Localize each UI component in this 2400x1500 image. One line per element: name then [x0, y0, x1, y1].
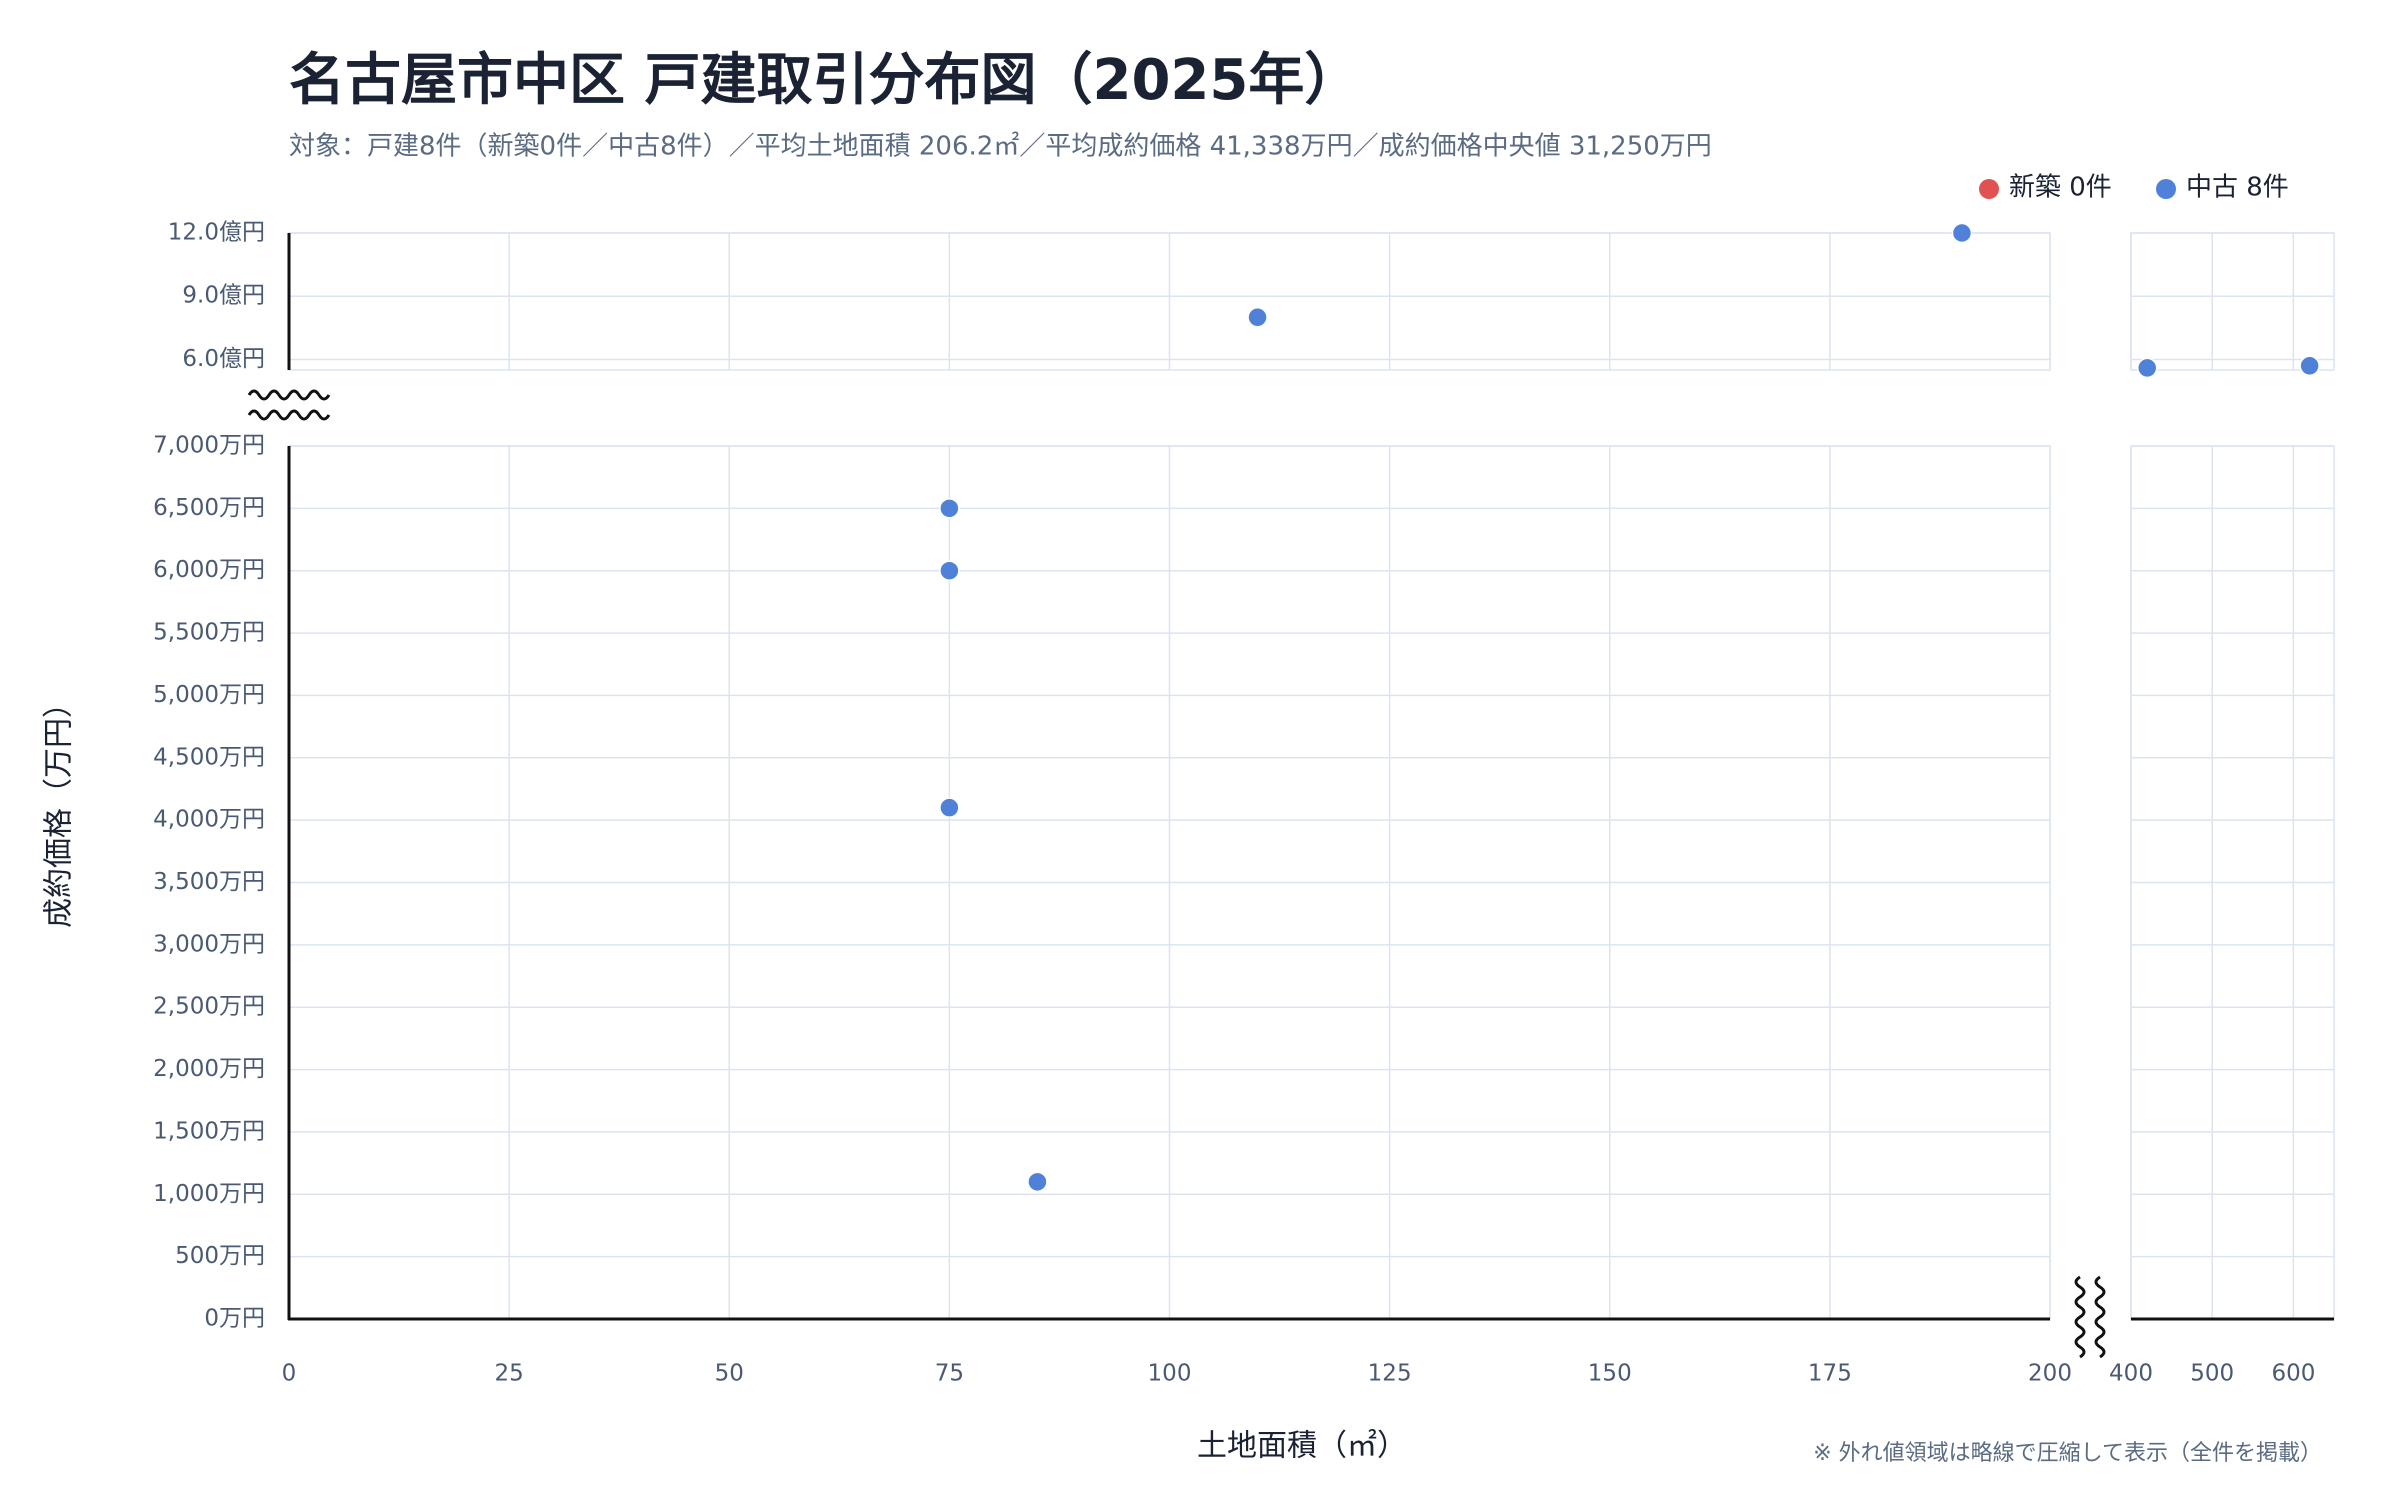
data-point — [2299, 355, 2320, 377]
x-axis-label: 土地面積（㎡） — [1197, 1429, 1407, 1464]
y-tick-label: 1,000万円 — [153, 1181, 265, 1207]
legend-label: 中古 8件 — [2186, 173, 2289, 203]
x-tick-label: 600 — [2271, 1361, 2315, 1387]
x-tick-label: 200 — [2028, 1361, 2072, 1387]
y-axis-label: 成約価格（万円） — [42, 688, 77, 928]
chart-subtitle: 対象：戸建8件（新築0件／中古8件）／平均土地面積 206.2㎡／平均成約価格 … — [289, 132, 1712, 162]
y-tick-label: 500万円 — [175, 1243, 265, 1269]
axis-break — [2094, 1275, 2106, 1359]
x-tick-label: 500 — [2190, 1361, 2234, 1387]
data-point — [939, 797, 960, 818]
legend-marker — [1979, 179, 1999, 199]
data-point — [2136, 357, 2158, 379]
chart-title: 名古屋市中区 戸建取引分布図（2025年） — [289, 48, 1360, 113]
y-tick-label: 3,000万円 — [153, 931, 265, 957]
data-point — [939, 498, 960, 519]
x-tick-label: 100 — [1148, 1361, 1192, 1387]
legend-marker — [2156, 179, 2176, 199]
y-tick-label: 5,000万円 — [153, 682, 265, 708]
data-point — [939, 560, 960, 581]
x-tick-label: 75 — [935, 1361, 964, 1387]
y-tick-label: 4,000万円 — [153, 807, 265, 833]
y-tick-label: 7,000万円 — [153, 433, 265, 459]
axis-break — [247, 409, 331, 421]
y-tick-label: 3,500万円 — [153, 869, 265, 895]
data-point — [1247, 307, 1268, 328]
x-tick-label: 400 — [2109, 1361, 2153, 1387]
x-tick-label: 25 — [494, 1361, 523, 1387]
y-tick-label: 4,500万円 — [153, 744, 265, 770]
x-tick-label: 175 — [1808, 1361, 1852, 1387]
x-tick-label: 125 — [1368, 1361, 1412, 1387]
data-point — [1027, 1171, 1048, 1193]
axis-break — [247, 389, 331, 401]
data-point — [1951, 222, 1973, 244]
y-tick-label: 12.0億円 — [168, 220, 265, 246]
note: ※ 外れ値領域は略線で圧縮して表示（全件を掲載） — [1813, 1441, 2322, 1466]
legend-label: 新築 0件 — [2009, 173, 2112, 203]
x-tick-label: 150 — [1588, 1361, 1632, 1387]
y-tick-label: 2,000万円 — [153, 1056, 265, 1082]
y-tick-label: 0万円 — [204, 1306, 265, 1332]
y-tick-label: 1,500万円 — [153, 1118, 265, 1144]
x-tick-label: 50 — [715, 1361, 744, 1387]
y-tick-label: 5,500万円 — [153, 620, 265, 646]
y-tick-label: 6,500万円 — [153, 495, 265, 521]
y-tick-label: 6.0億円 — [182, 346, 265, 372]
y-tick-label: 6,000万円 — [153, 557, 265, 583]
x-tick-label: 0 — [282, 1361, 297, 1387]
y-tick-label: 2,500万円 — [153, 994, 265, 1020]
axis-break — [2074, 1275, 2086, 1359]
y-tick-label: 9.0億円 — [182, 283, 265, 309]
